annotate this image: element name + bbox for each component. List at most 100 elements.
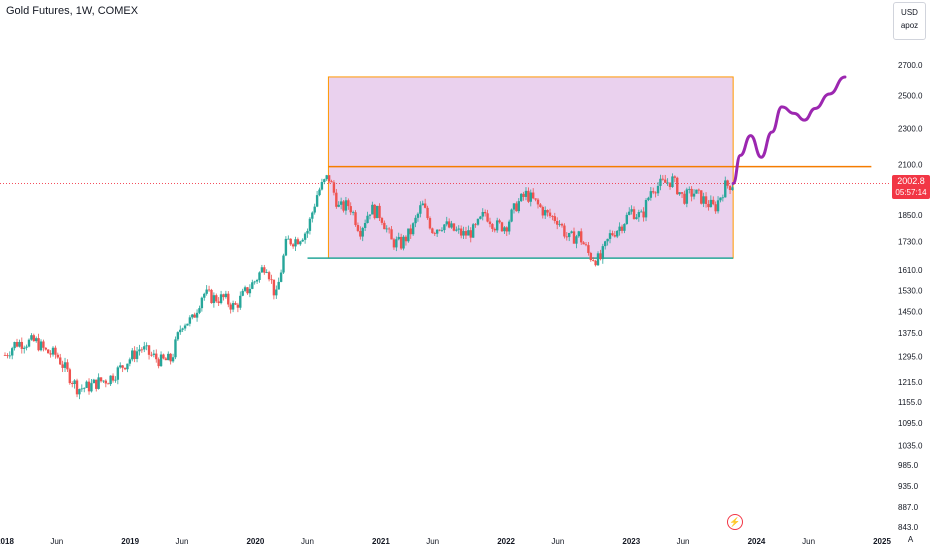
candle-body bbox=[685, 189, 689, 204]
candle-body bbox=[275, 289, 278, 296]
candle-body bbox=[159, 354, 163, 367]
candle-body bbox=[308, 218, 312, 231]
candle-body bbox=[241, 290, 244, 296]
candle-body bbox=[637, 212, 641, 218]
candle-body bbox=[71, 383, 74, 385]
candle-body bbox=[171, 357, 175, 362]
candle-body bbox=[169, 353, 172, 362]
currency-selector[interactable]: USD apoz bbox=[893, 2, 926, 40]
candle-body bbox=[349, 206, 352, 213]
y-tick-label: 935.0 bbox=[898, 482, 919, 491]
candle-body bbox=[260, 267, 264, 273]
candle-body bbox=[164, 358, 168, 361]
candle-body bbox=[683, 193, 686, 204]
candle-body bbox=[666, 182, 669, 184]
candle-body bbox=[380, 218, 384, 223]
candle-body bbox=[697, 189, 701, 191]
x-tick-label: Jun bbox=[551, 537, 564, 546]
candle-body bbox=[522, 193, 525, 197]
candle-body bbox=[227, 293, 230, 305]
candle-body bbox=[414, 217, 417, 224]
candle-body bbox=[611, 233, 614, 236]
annotation-layer bbox=[0, 76, 890, 259]
candle-body bbox=[61, 364, 64, 368]
candle-body bbox=[719, 197, 722, 201]
candle-body bbox=[688, 188, 691, 190]
auto-scale-button[interactable]: A bbox=[907, 535, 914, 544]
bar-countdown: 05:57:14 bbox=[895, 188, 927, 197]
candle-body bbox=[243, 287, 247, 291]
y-tick-label: 1850.0 bbox=[898, 211, 923, 220]
candle-body bbox=[66, 362, 69, 370]
candle-body bbox=[625, 214, 629, 224]
flash-icon[interactable]: ⚡ bbox=[727, 514, 743, 530]
candle-body bbox=[47, 349, 50, 354]
candle-body bbox=[354, 212, 357, 226]
candle-body bbox=[183, 325, 187, 329]
candle-body bbox=[176, 332, 180, 340]
candle-body bbox=[32, 335, 36, 342]
candle-body bbox=[428, 218, 432, 229]
candle-body bbox=[712, 199, 715, 205]
candle-body bbox=[529, 192, 532, 202]
candle-body bbox=[80, 388, 84, 390]
candle-body bbox=[205, 289, 208, 294]
candle-body bbox=[709, 199, 713, 208]
candle-body bbox=[131, 350, 134, 360]
candle-body bbox=[527, 190, 530, 202]
candle-body bbox=[728, 185, 732, 191]
x-tick-label: Jun bbox=[50, 537, 63, 546]
candle-body bbox=[623, 223, 626, 231]
candle-body bbox=[30, 335, 33, 340]
candle-body bbox=[191, 314, 194, 318]
candle-body bbox=[291, 244, 295, 247]
candle-body bbox=[608, 233, 612, 239]
candle-body bbox=[207, 289, 211, 291]
candle-body bbox=[572, 231, 576, 244]
candle-body bbox=[606, 238, 609, 242]
user-label: apoz bbox=[900, 21, 919, 30]
candle-body bbox=[700, 190, 703, 204]
candle-body bbox=[471, 224, 475, 238]
candle-body bbox=[318, 189, 321, 196]
candle-body bbox=[546, 210, 549, 213]
candle-body bbox=[167, 353, 170, 361]
candle-body bbox=[289, 238, 292, 245]
candle-body bbox=[181, 328, 184, 330]
candle-body bbox=[397, 236, 400, 240]
candle-body bbox=[587, 245, 590, 254]
candle-body bbox=[20, 341, 24, 349]
candle-body bbox=[239, 295, 242, 308]
candle-body bbox=[483, 212, 487, 214]
candle-body bbox=[512, 203, 516, 210]
y-tick-label: 2500.0 bbox=[898, 92, 923, 101]
candle-body bbox=[519, 193, 523, 202]
candle-body bbox=[671, 176, 674, 188]
candle-body bbox=[344, 200, 348, 211]
candle-body bbox=[558, 223, 561, 225]
candle-body bbox=[426, 207, 429, 219]
candle-body bbox=[35, 338, 38, 342]
candle-body bbox=[644, 199, 648, 218]
candle-body bbox=[294, 239, 297, 247]
candle-body bbox=[447, 221, 451, 228]
candle-body bbox=[203, 293, 206, 298]
candle-body bbox=[174, 339, 177, 358]
candle-body bbox=[140, 349, 144, 351]
candle-body bbox=[563, 225, 566, 237]
candle-body bbox=[474, 224, 477, 226]
candle-body bbox=[251, 282, 254, 289]
candle-body bbox=[613, 235, 617, 237]
candle-body bbox=[580, 231, 583, 243]
candle-body bbox=[676, 177, 679, 195]
candle-body bbox=[680, 192, 684, 194]
candle-body bbox=[342, 201, 345, 211]
candle-body bbox=[212, 295, 216, 304]
candle-body bbox=[375, 205, 379, 219]
candle-body bbox=[524, 190, 528, 197]
y-tick-label: 2300.0 bbox=[898, 125, 923, 134]
candle-body bbox=[320, 182, 324, 190]
candle-body bbox=[596, 253, 600, 266]
candle-body bbox=[327, 175, 331, 182]
